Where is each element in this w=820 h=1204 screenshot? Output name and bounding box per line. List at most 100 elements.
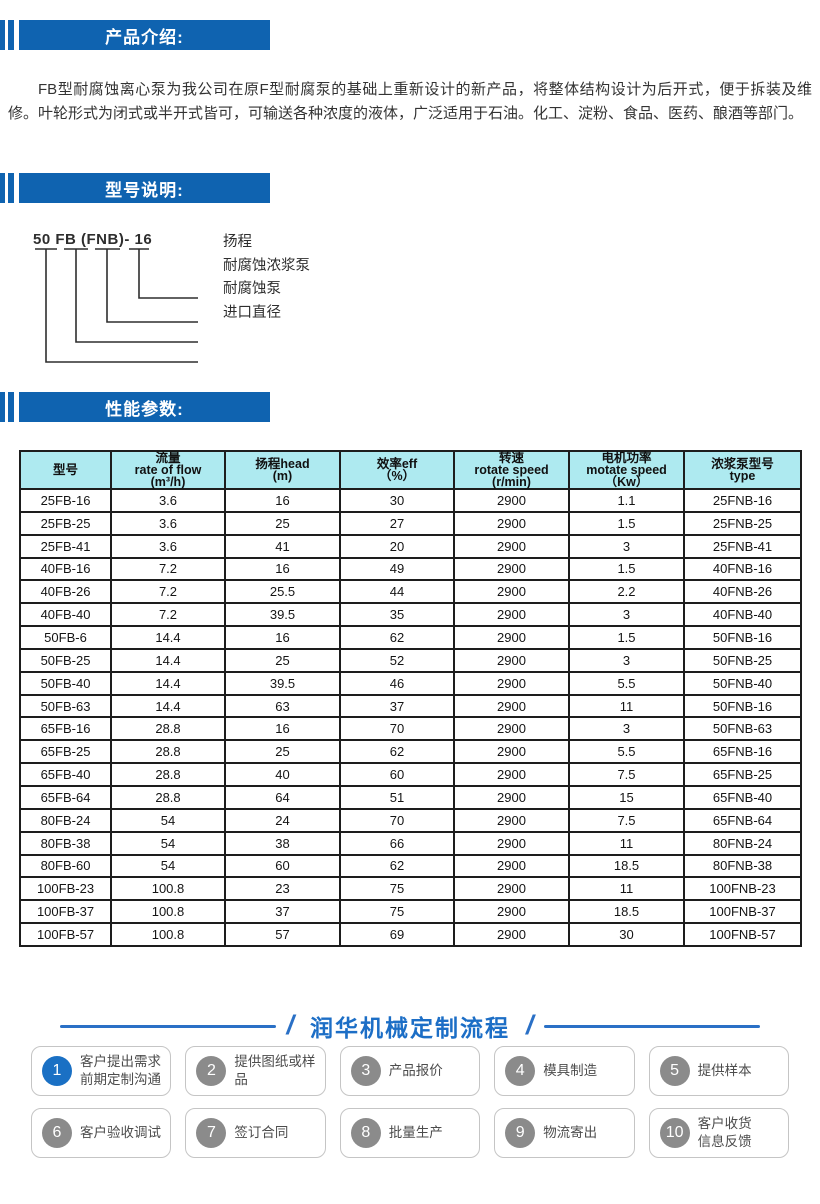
table-cell: 25 [224,739,341,765]
table-cell: 2900 [453,853,570,879]
table-cell: 2900 [453,830,570,856]
table-row: 50FB-63 14.4 63 37 2900 11 50FNB-16 [19,693,802,719]
table-cell: 50FNB-16 [683,693,802,719]
table-cell: 100FB-23 [19,876,112,902]
step-label: 签订合同 [234,1125,289,1141]
table-cell: 64 [224,784,341,810]
decor-bar-icon [0,173,5,203]
table-cell: 2900 [453,647,570,673]
diagram-label: 扬程 [223,234,252,250]
step-number-badge: 1 [42,1056,72,1086]
process-step: 8 批量生产 [339,1108,481,1158]
table-row: 25FB-25 3.6 25 27 2900 1.5 25FNB-25 [19,510,802,536]
table-cell: 2900 [453,488,570,513]
table-cell: 3.6 [110,533,226,559]
table-row: 65FB-16 28.8 16 70 2900 3 50FNB-63 [19,716,802,742]
table-cell: 3 [568,647,685,673]
table-cell: 54 [110,807,226,833]
table-cell: 1.5 [568,510,685,536]
table-cell: 65FNB-25 [683,762,802,787]
diagram-label: 耐腐蚀浓浆泵 [223,257,310,274]
table-row: 100FB-23 100.8 23 75 2900 11 100FNB-23 [19,876,802,902]
table-cell: 24 [224,807,341,833]
table-cell: 40FNB-16 [683,556,802,582]
table-row: 40FB-16 7.2 16 49 2900 1.5 40FNB-16 [19,556,802,582]
process-step: 5 提供样本 [648,1046,789,1096]
table-row: 40FB-26 7.2 25.5 44 2900 2.2 40FNB-26 [19,579,802,605]
process-step: 6 客户验收调试 [31,1108,172,1158]
step-number-badge: 6 [42,1118,72,1148]
table-cell: 2900 [453,670,570,696]
table-cell: 35 [339,602,455,628]
table-cell: 25FB-41 [19,533,112,559]
step-label: 产品报价 [388,1063,443,1079]
table-cell: 2900 [453,784,570,810]
table-cell: 41 [224,533,341,559]
performance-table-body: 25FB-16 3.6 16 30 2900 1.1 25FNB-16 25FB-25 3.6 2… [19,488,802,947]
model-diagram-labels: 扬程 耐腐蚀浓浆泵 耐腐蚀泵 进口直径 [223,231,310,325]
table-cell: 62 [339,625,455,650]
table-cell: 70 [339,716,455,742]
table-cell: 20 [339,533,455,559]
table-header-cell: 扬程head (m) [224,450,341,490]
table-cell: 80FB-38 [19,830,112,856]
table-cell: 50FB-25 [19,647,112,673]
table-cell: 51 [339,784,455,810]
table-cell: 65FNB-16 [683,739,802,765]
table-cell: 2900 [453,762,570,787]
table-cell: 50FNB-16 [683,625,802,650]
table-cell: 50FNB-63 [683,716,802,742]
model-code-diagram: 50 FB (FNB)- 16 [33,231,198,363]
table-header-cell: 电机功率 motate speed （Kw） [568,450,685,490]
table-cell: 40FB-16 [19,556,112,582]
table-cell: 3.6 [110,488,226,513]
process-title: 润华机械定制流程 [310,1015,510,1041]
table-cell: 50FB-40 [19,670,112,696]
step-label: 提供图纸或样 品 [234,1054,316,1087]
table-cell: 3.6 [110,510,226,536]
table-cell: 60 [224,853,341,879]
step-number-badge: 10 [659,1118,690,1148]
table-row: 100FB-37 100.8 37 75 2900 18.5 100FNB-37 [19,899,802,925]
slash-decor-icon: / [526,1009,534,1040]
process-step: 3 产品报价 [339,1046,481,1096]
table-cell: 2900 [453,625,570,650]
table-cell: 70 [339,807,455,833]
table-row: 25FB-41 3.6 41 20 2900 3 25FNB-41 [19,533,802,559]
model-code-text: 50 FB (FNB)- 16 [33,231,152,248]
table-cell: 3 [568,602,685,628]
table-cell: 2.2 [568,579,685,605]
section-title-intro: 产品介绍: [19,20,270,50]
table-cell: 65FNB-64 [683,807,802,833]
table-cell: 16 [224,556,341,582]
table-cell: 75 [339,899,455,925]
process-step: 2 提供图纸或样 品 [185,1046,326,1096]
table-cell: 3 [568,716,685,742]
section-title-text: 产品介绍: [105,27,184,47]
table-row: 50FB-40 14.4 39.5 46 2900 5.5 50FNB-40 [19,670,802,696]
table-cell: 54 [110,830,226,856]
title-rule-left [60,1024,277,1028]
table-cell: 23 [224,876,341,902]
table-header-cell: 型号 [19,450,112,490]
table-cell: 2900 [453,693,570,719]
table-cell: 40FB-40 [19,602,112,628]
step-label: 客户收货 信息反馈 [697,1116,752,1149]
step-label: 批量生产 [388,1125,443,1141]
process-step: 9 物流寄出 [494,1108,635,1158]
process-step: 4 模具制造 [494,1046,635,1096]
table-cell: 1.5 [568,625,685,650]
table-cell: 2900 [453,899,570,925]
decor-bar-icon [0,392,5,422]
table-cell: 25 [224,510,341,536]
table-cell: 44 [339,579,455,605]
table-cell: 2900 [453,510,570,536]
table-cell: 54 [110,853,226,879]
step-number-badge: 3 [350,1056,381,1086]
table-cell: 100.8 [110,876,226,902]
table-row: 25FB-16 3.6 16 30 2900 1.1 25FNB-16 [19,488,802,513]
table-cell: 38 [224,830,341,856]
table-cell: 25FB-16 [19,488,112,513]
table-cell: 40FB-26 [19,579,112,605]
